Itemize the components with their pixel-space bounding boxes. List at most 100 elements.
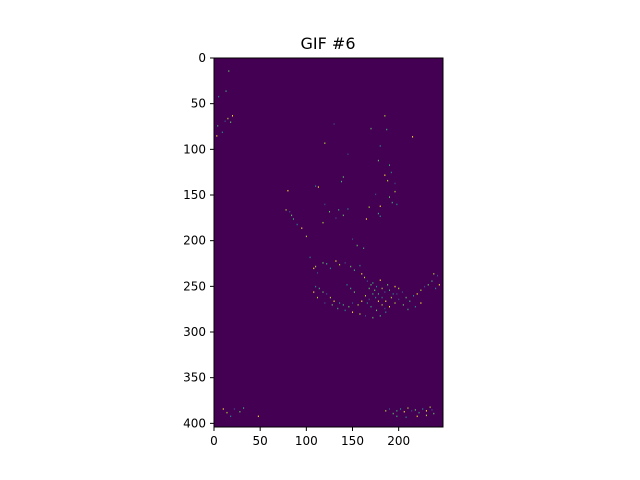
- heatmap-pixel: [301, 227, 303, 229]
- heatmap-pixel: [337, 307, 339, 310]
- heatmap-pixel: [416, 415, 418, 418]
- heatmap-pixel: [350, 287, 352, 290]
- heatmap-pixel: [431, 409, 433, 411]
- heatmap-pixel: [363, 247, 365, 249]
- heatmap-pixel: [344, 262, 346, 264]
- y-axis: 0 50 100 150 200 250 300 350 400: [183, 51, 214, 430]
- heatmap-pixel: [402, 304, 404, 306]
- heatmap-pixel: [435, 287, 437, 290]
- heatmap-pixel: [396, 415, 398, 418]
- heatmap-pixel: [412, 136, 414, 138]
- heatmap-pixel: [340, 180, 342, 183]
- heatmap-pixel: [425, 414, 427, 417]
- heatmap-pixel: [364, 295, 366, 297]
- heatmap-pixel: [414, 409, 416, 411]
- heatmap-pixel: [239, 411, 241, 413]
- heatmap-pixel: [392, 412, 394, 415]
- heatmap-pixel: [372, 316, 374, 319]
- heatmap-pixel: [352, 311, 354, 313]
- heatmap-pixel: [226, 411, 228, 414]
- heatmap-pixel: [228, 70, 230, 72]
- heatmap-pixel: [370, 305, 372, 308]
- heatmap-pixel: [233, 408, 235, 410]
- heatmap-pixel: [344, 309, 346, 312]
- x-tick-label: 0: [210, 434, 218, 448]
- x-tick-label: 150: [341, 434, 364, 448]
- heatmap-pixel: [398, 287, 400, 290]
- heatmap-pixel: [230, 415, 232, 418]
- heatmap-pixel: [425, 410, 427, 412]
- heatmap-pixel: [322, 221, 324, 224]
- heatmap-pixel: [384, 174, 386, 176]
- heatmap-pixel: [317, 186, 319, 188]
- heatmap-pixel: [420, 289, 422, 291]
- heatmap-pixel: [342, 214, 344, 217]
- heatmap-pixel: [348, 305, 350, 308]
- heatmap-pixel: [352, 238, 354, 240]
- heatmap-pixel: [431, 280, 433, 282]
- heatmap-pixel: [418, 411, 420, 414]
- heatmap-pixel: [407, 407, 409, 409]
- heatmap-pixel: [385, 300, 387, 302]
- heatmap-pixel: [316, 296, 318, 299]
- heatmap-pixel: [313, 267, 315, 270]
- heatmap-pixel: [394, 285, 396, 288]
- heatmap-pixel: [424, 285, 426, 288]
- heatmap-pixel: [390, 171, 392, 174]
- heatmap-pixel: [386, 128, 388, 131]
- heatmap-pixel: [347, 153, 349, 155]
- heatmap-pixel: [225, 90, 227, 92]
- heatmap-pixel: [357, 304, 359, 306]
- heatmap-pixel: [398, 298, 400, 301]
- heatmap-pixel: [370, 284, 372, 286]
- y-tick-label: 300: [183, 325, 206, 339]
- heatmap-pixel: [292, 218, 294, 220]
- heatmap-pixel: [287, 189, 289, 192]
- heatmap-pixel: [335, 217, 337, 219]
- y-tick-label: 350: [183, 371, 206, 385]
- heatmap-pixel: [379, 279, 381, 281]
- heatmap-pixel: [409, 300, 411, 302]
- heatmap-pixel: [338, 209, 340, 211]
- heatmap-pixel: [359, 264, 361, 267]
- heatmap-pixel: [326, 263, 328, 265]
- heatmap-pixel: [318, 287, 320, 290]
- heatmap-pixel: [227, 117, 229, 120]
- heatmap-pixel: [394, 182, 396, 185]
- heatmap-pixel: [370, 127, 372, 130]
- heatmap-pixel: [316, 272, 318, 274]
- heatmap-pixel: [352, 302, 354, 304]
- heatmap-pixel: [224, 120, 226, 123]
- heatmap-pixel: [218, 95, 220, 98]
- heatmap-pixel: [377, 293, 379, 295]
- heatmap-pixel: [216, 135, 218, 137]
- y-tick-label: 200: [183, 234, 206, 248]
- heatmap-pixel: [339, 302, 341, 304]
- heatmap-pixel: [309, 256, 311, 259]
- heatmap-pixel: [379, 215, 381, 218]
- heatmap-pixel: [368, 206, 370, 208]
- heatmap-pixel: [328, 210, 330, 213]
- y-tick-label: 400: [183, 416, 206, 430]
- heatmap-pixel: [438, 284, 440, 286]
- heatmap-pixel: [414, 305, 416, 308]
- heatmap-pixel: [384, 307, 386, 310]
- heatmap-pixel: [407, 308, 409, 311]
- heatmap-pixel: [339, 263, 341, 266]
- chart-title: GIF #6: [301, 34, 356, 53]
- heatmap-pixel: [221, 131, 223, 133]
- heatmap-pixel: [342, 304, 344, 306]
- x-axis: 0 50 100 150 200: [210, 427, 410, 448]
- heatmap-pixel: [291, 214, 293, 217]
- heatmap-pixel: [222, 408, 224, 410]
- heatmap-pixel: [405, 296, 407, 299]
- heatmap-pixel: [422, 408, 424, 410]
- heatmap-pixel: [387, 179, 389, 182]
- heatmap-pixel: [366, 280, 368, 282]
- heatmap-pixel: [379, 315, 381, 317]
- heatmap-pixel: [416, 293, 418, 295]
- plot-area: [213, 57, 444, 428]
- heatmap-pixel: [433, 412, 435, 415]
- heatmap-pixel: [353, 269, 355, 271]
